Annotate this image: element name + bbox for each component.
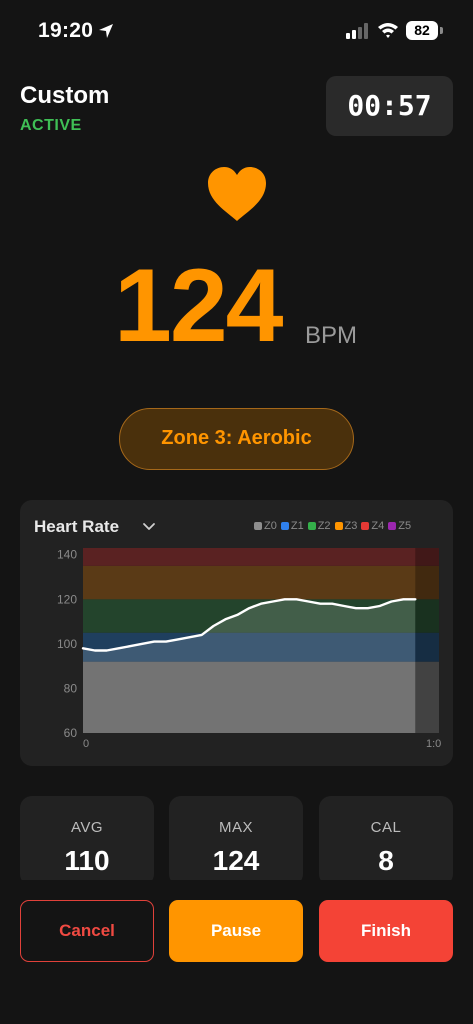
x-tick-label: 0 xyxy=(83,738,89,750)
stat-card-max: MAX 124 xyxy=(169,796,303,886)
location-arrow-icon xyxy=(99,24,113,38)
zone-band-z4 xyxy=(83,548,439,566)
y-tick-label: 120 xyxy=(57,592,77,606)
heart-rate-chart-card: Heart Rate Z0 Z1 Z2 Z3 Z4 Z5 60 80 100 120 140 0 1:… xyxy=(20,500,453,766)
chevron-down-icon[interactable] xyxy=(142,520,156,534)
battery-indicator: 82 xyxy=(406,21,438,40)
y-tick-label: 140 xyxy=(57,548,77,562)
legend-label: Z0 xyxy=(264,520,277,532)
zone-band-z3 xyxy=(83,565,439,600)
stat-card-cal: CAL 8 xyxy=(319,796,453,886)
stat-label: CAL xyxy=(370,819,402,836)
zone-legend: Z0 Z1 Z2 Z3 Z4 Z5 xyxy=(254,520,411,532)
stat-label: MAX xyxy=(218,819,253,836)
heart-rate-unit: BPM xyxy=(305,322,358,349)
workout-status: ACTIVE xyxy=(20,117,82,134)
legend-label: Z2 xyxy=(317,520,331,532)
y-tick-label: 60 xyxy=(64,726,78,740)
legend-label: Z1 xyxy=(290,520,304,532)
finish-button[interactable]: Finish xyxy=(319,900,453,962)
heart-rate-line xyxy=(81,598,417,652)
zone-band-z0 xyxy=(83,661,439,733)
elapsed-timer: 00:57 xyxy=(326,76,453,136)
legend-item-z5: Z5 xyxy=(388,520,411,532)
legend-swatch xyxy=(334,522,343,530)
legend-label: Z4 xyxy=(371,520,385,532)
workout-title: Custom xyxy=(20,82,110,109)
future-region xyxy=(415,548,439,733)
zone-badge: Zone 3: Aerobic xyxy=(119,408,354,470)
legend-label: Z3 xyxy=(344,520,358,532)
pause-button[interactable]: Pause xyxy=(169,900,303,962)
cellular-signal-icon xyxy=(346,23,368,39)
legend-swatch xyxy=(254,522,262,530)
battery-nub xyxy=(440,27,443,34)
legend-swatch xyxy=(361,522,370,530)
heart-rate-area xyxy=(83,599,416,733)
cancel-button[interactable]: Cancel xyxy=(20,900,154,962)
wifi-icon xyxy=(378,23,398,38)
heart-rate-value: 124 xyxy=(114,248,284,364)
x-tick-label: 1:0 xyxy=(426,738,441,750)
stat-value: 8 xyxy=(378,845,394,876)
legend-item-z3: Z3 xyxy=(334,520,358,532)
legend-item-z4: Z4 xyxy=(361,520,384,532)
status-time: 19:20 xyxy=(38,19,94,42)
legend-item-z0: Z0 xyxy=(254,520,277,532)
legend-swatch xyxy=(307,522,316,530)
stat-card-avg: AVG 110 xyxy=(20,796,154,886)
legend-swatch xyxy=(388,522,397,530)
legend-item-z1: Z1 xyxy=(280,520,304,532)
zone-band-z1 xyxy=(83,632,439,662)
stat-value: 110 xyxy=(64,845,110,876)
y-tick-label: 100 xyxy=(57,637,77,651)
legend-label: Z5 xyxy=(398,520,412,532)
legend-swatch xyxy=(280,522,289,530)
y-tick-label: 80 xyxy=(64,681,78,695)
heart-icon xyxy=(208,167,266,221)
stat-value: 124 xyxy=(212,845,260,876)
legend-item-z2: Z2 xyxy=(307,520,331,532)
heart-rate-chart: 60 80 100 120 140 0 1:0 xyxy=(57,548,441,750)
chart-metric-selector[interactable]: Heart Rate xyxy=(34,517,120,536)
status-bar: 19:20 82 xyxy=(0,0,473,60)
stat-label: AVG xyxy=(70,819,104,836)
